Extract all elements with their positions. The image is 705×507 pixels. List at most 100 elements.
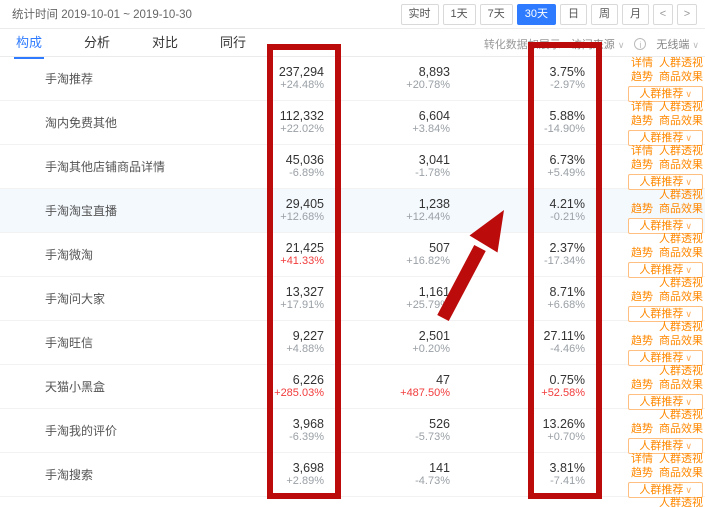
visitors-cell: 237,294 +24.48% (278, 65, 324, 91)
chevron-down-icon: ∨ (685, 440, 692, 451)
table-row: 手淘问大家 13,327 +17.91% 1,161 +25.79% 8.71% +6.68… (0, 276, 705, 322)
table-row: 手淘推荐 237,294 +24.48% 8,893 +20.78% 3.75% -2.97… (0, 56, 705, 102)
visitors-cell: 6,226 +285.03% (274, 373, 324, 399)
top-bar: 统计时间 2019-10-01 ~ 2019-10-30 实时 1天 7天 30天日周… (0, 0, 705, 29)
conversion-cell: 13.26% +0.70% (542, 417, 585, 443)
row-actions: 人群透视趋势商品效果人群推荐∨ (585, 364, 705, 410)
buyers-cell: 1,161 +25.79% (406, 285, 450, 311)
trend-link[interactable]: 趋势 (631, 246, 653, 259)
visitors-cell: 21,425 +41.33% (280, 241, 324, 267)
next-page-button[interactable]: > (677, 4, 697, 26)
chevron-down-icon: ∨ (685, 264, 692, 275)
visitors-cell: 112,332 +22.02% (279, 109, 324, 135)
source-label: 淘内免费其他 (45, 116, 118, 130)
conversion-cell: 27.11% -4.46% (543, 329, 585, 355)
row-actions: 人群透视趋势商品效果人群推荐∨ (585, 276, 705, 322)
product-effect-link[interactable]: 商品效果 (659, 202, 703, 215)
trend-link[interactable]: 趋势 (631, 202, 653, 215)
table-row: 天猫小黑盒 6,226 +285.03% 47 +487.50% 0.75% +52.58%… (0, 364, 705, 410)
tab-bar: 构成 分析 对比 同行 转化数据如展示 访问来源 ∨ i 无线端 ∨ (0, 27, 705, 59)
crowd-insight-link[interactable]: 人群透视 (659, 364, 703, 377)
range-button-7[interactable]: 月 (622, 4, 649, 26)
range-button-3[interactable]: 7天 (479, 4, 513, 26)
crowd-insight-link[interactable]: 人群透视 (659, 144, 703, 157)
buyers-cell: 507 +16.82% (406, 241, 450, 267)
row-actions: 详情 人群透视 趋势 商品效果人群推荐 ∨ (585, 452, 705, 498)
trend-link[interactable]: 趋势 (631, 114, 653, 127)
range-button-6[interactable]: 周 (591, 4, 618, 26)
visitors-cell: 29,405 +12.68% (280, 197, 324, 223)
crowd-insight-link[interactable]: 人群透视 (659, 452, 703, 465)
detail-link[interactable]: 详情 (631, 100, 653, 113)
visitors-cell: 13,327 +17.91% (280, 285, 324, 311)
trend-link[interactable]: 趋势 (631, 290, 653, 303)
tab-2[interactable]: 分析 (84, 35, 111, 50)
crowd-recommend-button[interactable]: 人群推荐 ∨ (628, 85, 703, 102)
buyers-cell: 526 -5.73% (415, 417, 450, 443)
product-effect-link[interactable]: 商品效果 (659, 158, 703, 171)
detail-link[interactable]: 详情 (631, 452, 653, 465)
tab-3[interactable]: 对比 (152, 35, 179, 50)
trend-link[interactable]: 趋势 (631, 70, 653, 83)
table-row: 手淘微淘 21,425 +41.33% 507 +16.82% 2.37% -17.34% 人… (0, 232, 705, 278)
chevron-down-icon: ∨ (685, 220, 692, 231)
source-label: 手淘旺信 (45, 336, 94, 350)
trend-link[interactable]: 趋势 (631, 334, 653, 347)
product-effect-link[interactable]: 商品效果 (659, 246, 703, 259)
info-icon[interactable]: i (634, 38, 647, 50)
trend-link[interactable]: 趋势 (631, 158, 653, 171)
crowd-insight-link[interactable]: 人群透视 (659, 56, 703, 69)
traffic-source-dropdown[interactable]: 访问来源 ∨ (570, 39, 625, 51)
detail-link[interactable]: 详情 (631, 144, 653, 157)
row-actions: 人群透视趋势商品效果人群推荐∨ (585, 320, 705, 366)
crowd-recommend-button[interactable]: 人群推荐 ∨ (628, 349, 703, 366)
range-button-5[interactable]: 日 (560, 4, 587, 26)
range-button-4[interactable]: 30天 (516, 4, 556, 26)
crowd-insight-link[interactable]: 人群透视 (659, 496, 703, 507)
tab-1[interactable]: 构成 (14, 27, 45, 59)
crowd-recommend-button[interactable]: 人群推荐 ∨ (628, 393, 703, 410)
conversion-cell: 3.81% -7.41% (549, 461, 585, 487)
product-effect-link[interactable]: 商品效果 (659, 70, 703, 83)
crowd-recommend-button[interactable]: 人群推荐 ∨ (628, 217, 703, 234)
crowd-recommend-button[interactable]: 人群推荐 ∨ (628, 481, 703, 498)
product-effect-link[interactable]: 商品效果 (659, 114, 703, 127)
source-label: 手淘推荐 (45, 72, 94, 86)
crowd-insight-link[interactable]: 人群透视 (659, 188, 703, 201)
table-row: 手淘搜索 3,698 +2.89% 141 -4.73% 3.81% -7.41% 详情 人群透… (0, 452, 705, 498)
trend-link[interactable]: 趋势 (631, 378, 653, 391)
crowd-insight-link[interactable]: 人群透视 (659, 408, 703, 421)
crowd-insight-link[interactable]: 人群透视 (659, 232, 703, 245)
crowd-insight-link[interactable]: 人群透视 (659, 276, 703, 289)
product-effect-link[interactable]: 商品效果 (659, 378, 703, 391)
crowd-recommend-button[interactable]: 人群推荐 ∨ (628, 437, 703, 454)
trend-link[interactable]: 趋势 (631, 422, 653, 435)
crowd-recommend-button[interactable]: 人群推荐 ∨ (628, 173, 703, 190)
product-effect-link[interactable]: 商品效果 (659, 466, 703, 479)
trend-link[interactable]: 趋势 (631, 466, 653, 479)
product-effect-link[interactable]: 商品效果 (659, 422, 703, 435)
crowd-recommend-button[interactable]: 人群推荐 ∨ (628, 305, 703, 322)
prev-page-button[interactable]: < (653, 4, 673, 26)
detail-link[interactable]: 详情 (631, 56, 653, 69)
terminal-dropdown[interactable]: 无线端 ∨ (656, 39, 699, 51)
product-effect-link[interactable]: 商品效果 (659, 334, 703, 347)
source-label: 手淘问大家 (45, 292, 106, 306)
crowd-insight-link[interactable]: 人群透视 (659, 100, 703, 113)
source-label: 手淘搜索 (45, 468, 94, 482)
source-label: 手淘我的评价 (45, 424, 118, 438)
row-actions: 人群透视趋势商品效果人群推荐∨ (585, 408, 705, 454)
crowd-recommend-button[interactable]: 人群推荐 ∨ (628, 129, 703, 146)
range-button-2[interactable]: 1天 (442, 4, 476, 26)
tabs: 构成 分析 对比 同行 (14, 27, 286, 59)
tab-4[interactable]: 同行 (220, 35, 247, 50)
buyers-cell: 47 +487.50% (400, 373, 450, 399)
product-effect-link[interactable]: 商品效果 (659, 290, 703, 303)
crowd-insight-link[interactable]: 人群透视 (659, 320, 703, 333)
chevron-down-icon: ∨ (692, 40, 699, 50)
crowd-recommend-button[interactable]: 人群推荐 ∨ (628, 261, 703, 278)
range-button-1[interactable]: 实时 (400, 4, 439, 26)
visitors-cell: 3,698 +2.89% (286, 461, 324, 487)
